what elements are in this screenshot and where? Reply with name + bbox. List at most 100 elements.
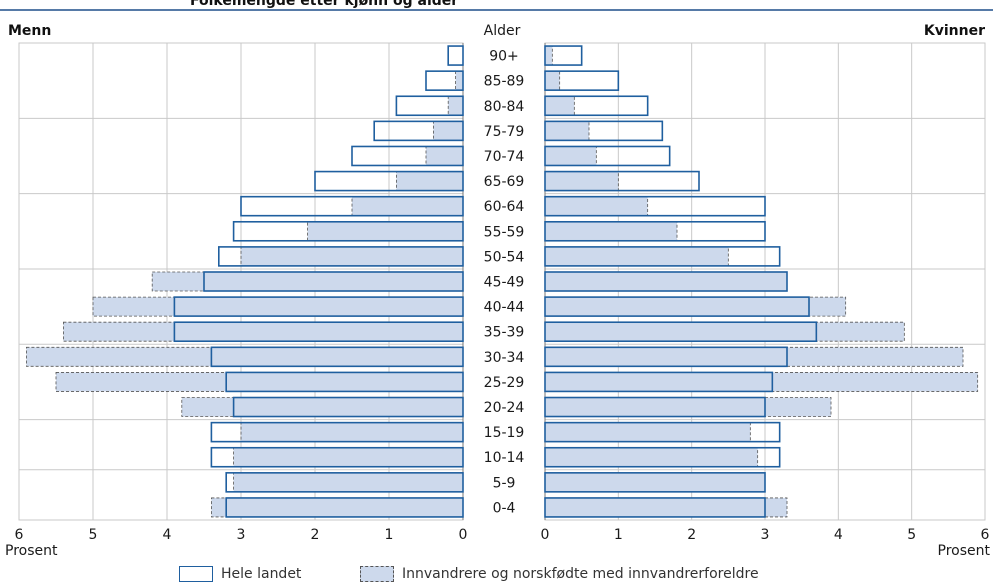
- tick-label-left: 0: [459, 527, 468, 543]
- population-pyramid-chart: Folkemengde etter kjønn og alder 0 0 1 1 2 2 3…: [0, 0, 993, 559]
- labels-layer: 0 0 1 1 2 2 3 3 4 4 5 5 6 6 90+ 85-89 80-84 75-79 70-74 65-…: [15, 49, 990, 543]
- age-label: 65-69: [484, 174, 525, 190]
- partial-title: Folkemengde etter kjønn og alder: [190, 0, 458, 9]
- left-title-menn: Menn: [8, 23, 51, 39]
- bar-women-innvandrere: [544, 95, 575, 116]
- age-label: 50-54: [484, 249, 525, 265]
- bar-women-hele-landet: [544, 296, 810, 317]
- bar-women-innvandrere: [544, 196, 649, 217]
- tick-label-right: 1: [614, 527, 623, 543]
- bar-men-innvandrere: [240, 422, 464, 443]
- tick-label-left: 2: [311, 527, 320, 543]
- bar-women-innvandrere: [544, 372, 979, 392]
- age-label: 80-84: [484, 99, 525, 115]
- bar-women-hele-landet: [544, 195, 766, 217]
- bar-women-innvandrere: [544, 246, 729, 267]
- bar-men-hele-landet: [395, 95, 464, 117]
- legend-item-innvandrere: Innvandrere og norskfødte med innvandrer…: [360, 564, 759, 584]
- tick-label-left: 4: [163, 527, 172, 543]
- bar-women-innvandrere: [544, 271, 788, 292]
- bar-men-innvandrere: [63, 321, 464, 342]
- tick-label-left: 3: [237, 527, 246, 543]
- age-label: 45-49: [484, 275, 525, 291]
- bar-women-hele-landet: [544, 446, 781, 468]
- bar-men-hele-landet: [210, 421, 464, 443]
- bar-women-hele-landet: [544, 95, 649, 117]
- bar-women-hele-landet: [544, 170, 700, 192]
- legend-item-hele-landet: Hele landet: [179, 564, 301, 584]
- bar-women-innvandrere: [544, 397, 832, 417]
- age-label: 40-44: [484, 300, 525, 316]
- bar-women-innvandrere: [544, 447, 759, 468]
- bar-men-innvandrere: [210, 497, 464, 518]
- bar-women-hele-landet: [544, 246, 781, 267]
- age-label: 85-89: [484, 74, 525, 90]
- legend: Hele landet Innvandrere og norskfødte me…: [0, 562, 993, 584]
- bar-men-hele-landet: [232, 396, 464, 418]
- tick-label-right: 0: [541, 527, 550, 543]
- bar-men-innvandrere: [351, 196, 464, 217]
- age-label: 90+: [489, 49, 519, 65]
- bar-men-hele-landet: [225, 472, 464, 493]
- bar-women-hele-landet: [544, 472, 766, 493]
- bar-men-hele-landet: [447, 45, 464, 66]
- bar-men-innvandrere: [425, 146, 464, 166]
- tick-label-left: 6: [15, 527, 24, 543]
- bars-layer: [25, 45, 979, 518]
- bar-men-hele-landet: [351, 145, 464, 167]
- bar-men-innvandrere: [181, 397, 464, 417]
- age-label: 10-14: [484, 450, 525, 466]
- bar-men-innvandrere: [55, 372, 464, 392]
- bar-women-innvandrere: [544, 171, 619, 191]
- bar-women-innvandrere: [544, 146, 597, 166]
- legend-label-hele-landet: Hele landet: [221, 566, 302, 582]
- bar-men-innvandrere: [233, 447, 464, 468]
- age-label: 5-9: [493, 475, 516, 491]
- tick-label-right: 3: [761, 527, 770, 543]
- bar-women-innvandrere: [544, 422, 751, 443]
- bar-women-hele-landet: [544, 371, 774, 393]
- bar-men-innvandrere: [233, 472, 464, 493]
- age-label: 25-29: [484, 375, 525, 391]
- bar-men-innvandrere: [240, 246, 464, 267]
- bar-women-innvandrere: [544, 45, 553, 66]
- age-label: 60-64: [484, 199, 525, 215]
- age-label: 15-19: [484, 425, 525, 441]
- bar-men-hele-landet: [173, 296, 464, 317]
- tick-label-right: 2: [687, 527, 696, 543]
- bar-women-hele-landet: [544, 271, 788, 292]
- x-axis-label-left: Prosent: [5, 543, 58, 559]
- bar-men-innvandrere: [455, 70, 464, 91]
- bar-women-hele-landet: [544, 145, 671, 167]
- bar-women-innvandrere: [544, 346, 964, 367]
- bar-men-hele-landet: [225, 371, 464, 393]
- right-title-kvinner: Kvinner: [924, 23, 985, 39]
- bar-men-innvandrere: [25, 346, 464, 367]
- bar-women-hele-landet: [544, 70, 620, 91]
- bar-women-hele-landet: [544, 346, 788, 368]
- tick-label-right: 6: [981, 527, 990, 543]
- bar-men-hele-landet: [373, 120, 464, 142]
- tick-label-right: 4: [834, 527, 843, 543]
- age-label: 35-39: [484, 325, 525, 341]
- bar-men-hele-landet: [225, 497, 464, 518]
- bar-women-hele-landet: [544, 421, 781, 443]
- bar-men-hele-landet: [173, 321, 464, 343]
- bar-women-innvandrere: [544, 120, 590, 141]
- bar-women-hele-landet: [544, 396, 766, 418]
- age-label: 30-34: [484, 350, 525, 366]
- bar-women-innvandrere: [544, 70, 561, 91]
- legend-swatch-solid: [179, 566, 213, 582]
- bar-men-innvandrere: [447, 95, 464, 116]
- bar-women-innvandrere: [544, 221, 678, 242]
- bar-women-hele-landet: [544, 120, 664, 142]
- bar-women-hele-landet: [544, 45, 583, 66]
- bar-women-hele-landet: [544, 497, 766, 518]
- bar-men-innvandrere: [307, 221, 464, 242]
- bar-women-hele-landet: [544, 321, 818, 343]
- bar-women-hele-landet: [544, 220, 766, 242]
- bar-men-hele-landet: [210, 346, 464, 368]
- age-label: 75-79: [484, 124, 525, 140]
- tick-label-right: 5: [907, 527, 916, 543]
- age-label: 55-59: [484, 224, 525, 240]
